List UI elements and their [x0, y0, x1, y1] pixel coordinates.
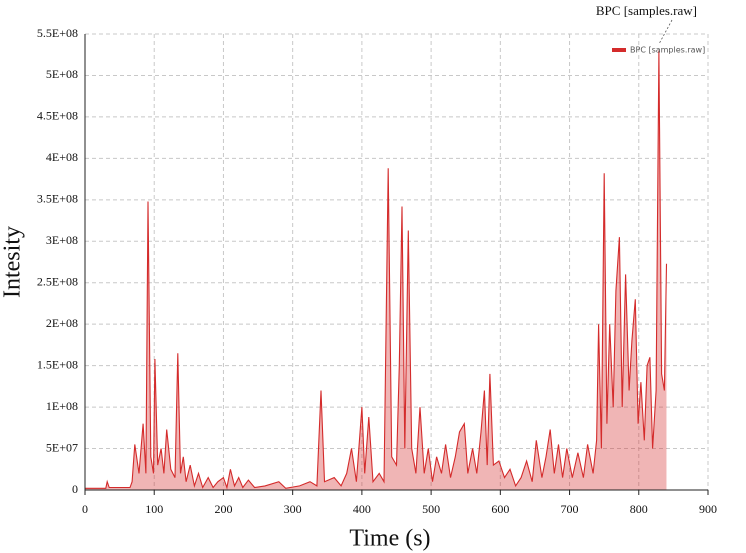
annotation-leader	[658, 19, 673, 45]
legend-swatch	[612, 48, 626, 52]
y-tick-label: 3.5E+08	[37, 192, 78, 206]
y-tick-label: 4E+08	[46, 150, 78, 164]
x-tick-label: 700	[561, 502, 579, 516]
x-tick-label: 500	[422, 502, 440, 516]
y-tick-label: 2E+08	[46, 316, 78, 330]
y-tick-label: 2.5E+08	[37, 274, 78, 288]
y-tick-label: 3E+08	[46, 233, 78, 247]
y-axis-label: Intesity	[0, 226, 26, 298]
x-tick-label: 600	[491, 502, 509, 516]
legend-label: BPC [samples.raw]	[630, 46, 705, 55]
peak-annotation: BPC [samples.raw]	[596, 3, 697, 18]
x-axis-label: Time (s)	[349, 526, 430, 552]
x-tick-label: 800	[630, 502, 648, 516]
y-tick-label: 5.5E+08	[37, 26, 78, 40]
x-tick-label: 100	[145, 502, 163, 516]
y-tick-label: 5E+07	[46, 440, 78, 454]
y-tick-label: 4.5E+08	[37, 109, 78, 123]
x-tick-label: 200	[214, 502, 232, 516]
y-tick-label: 5E+08	[46, 67, 78, 81]
x-tick-label: 400	[353, 502, 371, 516]
line	[85, 50, 668, 490]
y-tick-label: 0	[72, 482, 78, 496]
area	[85, 50, 667, 490]
y-tick-label: 1.5E+08	[37, 357, 78, 371]
x-tick-label: 900	[699, 502, 717, 516]
y-tick-label: 1E+08	[46, 399, 78, 413]
x-tick-label: 0	[82, 502, 88, 516]
x-tick-label: 300	[284, 502, 302, 516]
